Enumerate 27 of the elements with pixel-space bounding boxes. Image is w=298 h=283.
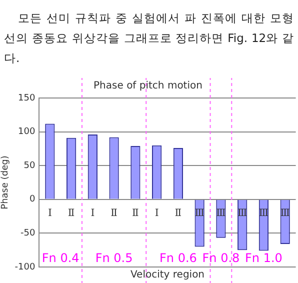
y-axis-title: Phase (deg) (0, 156, 11, 210)
annotation: Fn 0.4 (42, 251, 80, 266)
y-tick-label: 50 (24, 160, 36, 171)
x-tick-label: Ⅲ (194, 208, 205, 219)
x-tick-label: Ⅰ (154, 208, 159, 219)
y-tick-label: 100 (18, 127, 36, 138)
y-tick-label: 150 (18, 93, 36, 104)
x-tick-label: Ⅱ (174, 208, 182, 219)
x-tick-label: Ⅲ (258, 208, 269, 219)
annotation: Fn 1.0 (245, 251, 282, 266)
text: 모든 선미 규칙파 중 실험에서 파 진폭에 대한 모형선의 종동요 위상각을 그래프로 정리하면 Fig. 12와 같다. (3, 10, 295, 67)
chart-title: Phase of pitch motion (94, 80, 202, 92)
x-tick-label: Ⅰ (90, 208, 95, 219)
annotation: Fn 0.5 (95, 251, 133, 266)
annotation: Fn 0.6 (159, 251, 197, 266)
x-tick-label: Ⅱ (68, 208, 75, 219)
x-tick-label: Ⅲ (280, 208, 290, 219)
y-tick-label: 0 (29, 194, 36, 205)
annotation: Fn 0.8 (202, 251, 240, 266)
x-tick-label: Ⅱ (132, 208, 140, 219)
x-axis-title: Velocity region (130, 270, 205, 281)
x-tick-label: Ⅲ (238, 208, 248, 219)
y-tick-label: -50 (20, 228, 36, 239)
x-tick-label: Ⅰ (48, 208, 52, 219)
x-tick-label: Ⅲ (216, 208, 226, 219)
y-tick-label: -100 (14, 262, 36, 272)
x-tick-label: Ⅱ (110, 208, 118, 219)
